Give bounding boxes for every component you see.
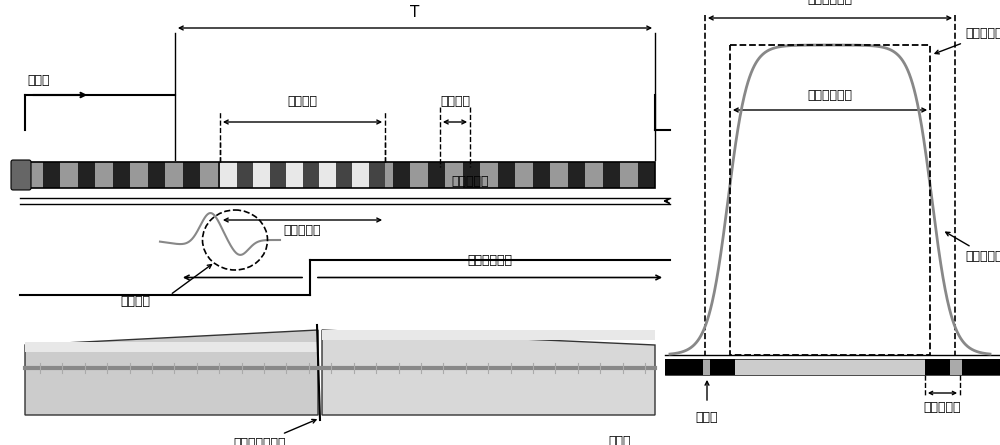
Bar: [665, 359, 1000, 375]
Bar: [95, 162, 112, 188]
Text: 结构中产生裂缝: 结构中产生裂缝: [234, 420, 316, 445]
Bar: [235, 162, 252, 188]
Bar: [962, 359, 1000, 375]
Bar: [620, 162, 638, 188]
Text: 裂缝指纹: 裂缝指纹: [120, 295, 150, 308]
Bar: [665, 359, 703, 375]
Bar: [602, 162, 620, 188]
Bar: [270, 162, 288, 188]
Bar: [730, 45, 930, 355]
Text: 设计标距长度: 设计标距长度: [808, 89, 852, 102]
Bar: [288, 162, 305, 188]
Bar: [322, 162, 340, 188]
Polygon shape: [25, 330, 318, 415]
Bar: [237, 162, 253, 188]
Bar: [182, 162, 200, 188]
Bar: [375, 162, 392, 188]
Bar: [148, 162, 165, 188]
Bar: [462, 162, 480, 188]
Bar: [305, 162, 322, 188]
Bar: [25, 162, 655, 188]
Text: 真实应变分布: 真实应变分布: [935, 27, 1000, 54]
Bar: [60, 162, 78, 188]
Bar: [218, 162, 235, 188]
Text: 泵浦光: 泵浦光: [27, 74, 50, 87]
Bar: [25, 342, 318, 352]
Bar: [735, 359, 925, 375]
Bar: [638, 162, 655, 188]
Bar: [532, 162, 550, 188]
Text: 锁固区: 锁固区: [696, 411, 718, 424]
Bar: [710, 359, 735, 375]
Text: 锁固长度: 锁固长度: [440, 95, 470, 108]
Bar: [270, 162, 286, 188]
Bar: [340, 162, 358, 188]
Text: T: T: [410, 5, 420, 20]
Text: 应变过渡区: 应变过渡区: [924, 401, 961, 414]
Text: 布里渊信号: 布里渊信号: [451, 175, 489, 188]
Bar: [42, 162, 60, 188]
Bar: [368, 162, 385, 188]
Bar: [220, 162, 237, 188]
Text: 标距长度: 标距长度: [288, 95, 318, 108]
Bar: [392, 162, 410, 188]
Text: 近似应变分布: 近似应变分布: [946, 232, 1000, 263]
Bar: [286, 162, 302, 188]
Text: 空间分辨率: 空间分辨率: [284, 224, 321, 237]
Bar: [200, 162, 218, 188]
Bar: [480, 162, 498, 188]
Text: 名义标距长度: 名义标距长度: [808, 0, 852, 6]
Bar: [336, 162, 352, 188]
Bar: [220, 162, 385, 188]
Bar: [498, 162, 515, 188]
FancyBboxPatch shape: [11, 160, 31, 190]
Bar: [165, 162, 182, 188]
Bar: [410, 162, 428, 188]
Bar: [515, 162, 532, 188]
Bar: [252, 162, 270, 188]
Text: 裂缝引致应变: 裂缝引致应变: [468, 255, 512, 267]
Bar: [352, 162, 368, 188]
Bar: [445, 162, 462, 188]
Bar: [253, 162, 270, 188]
Bar: [302, 162, 319, 188]
Polygon shape: [322, 330, 655, 415]
Bar: [78, 162, 95, 188]
Bar: [358, 162, 375, 188]
Bar: [585, 162, 602, 188]
Bar: [568, 162, 585, 188]
Bar: [665, 359, 1000, 375]
Bar: [130, 162, 148, 188]
Text: 锁固区: 锁固区: [609, 435, 631, 445]
Bar: [550, 162, 568, 188]
Bar: [428, 162, 445, 188]
Bar: [322, 330, 655, 340]
Bar: [25, 162, 42, 188]
Bar: [319, 162, 336, 188]
Bar: [925, 359, 950, 375]
Bar: [112, 162, 130, 188]
